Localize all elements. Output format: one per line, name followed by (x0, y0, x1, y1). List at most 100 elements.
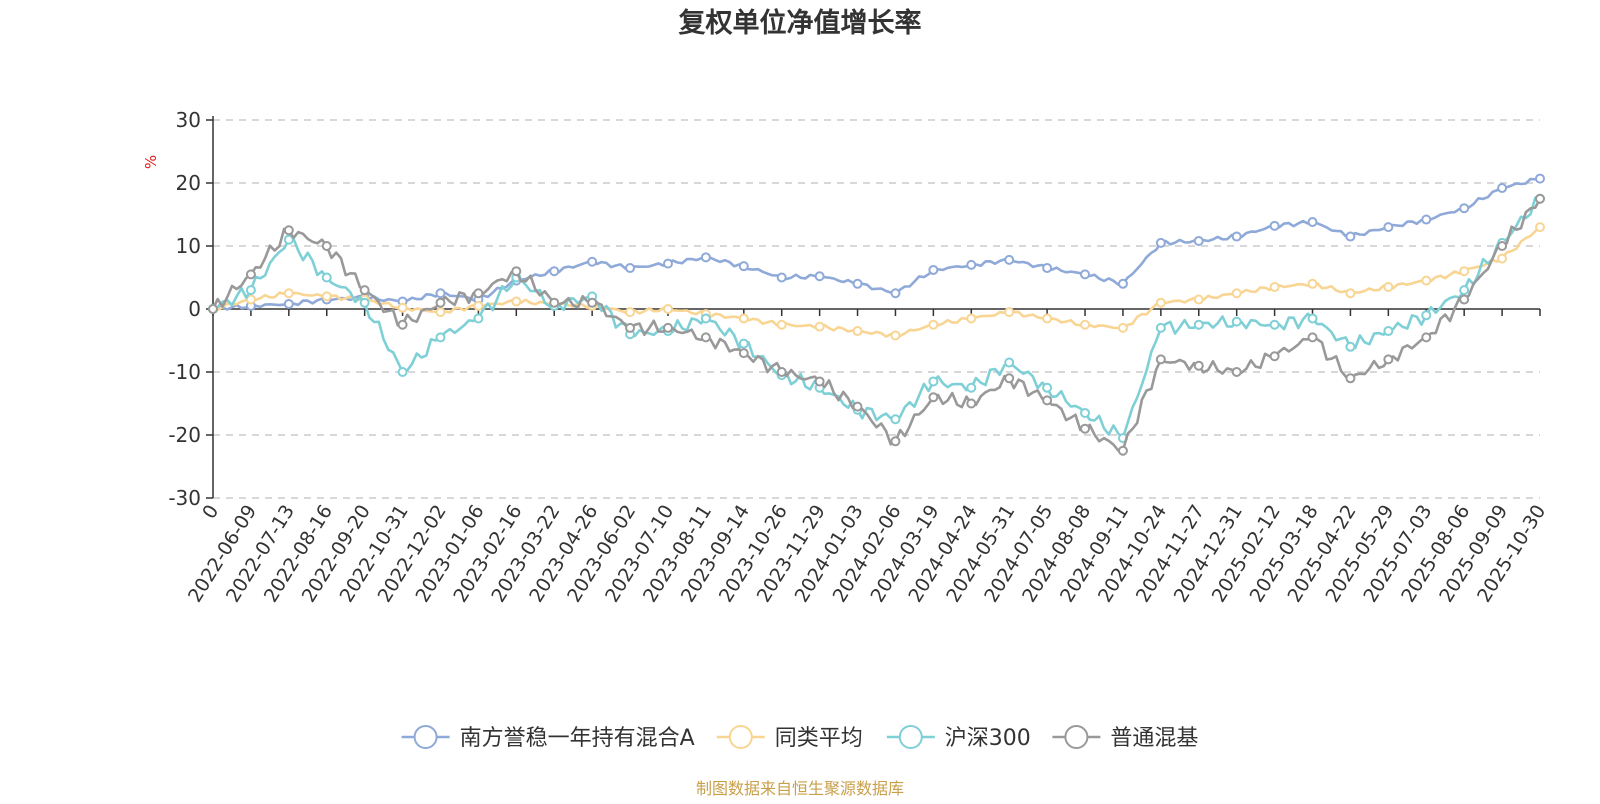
y-tick-label: 20 (176, 171, 201, 195)
data-point (1193, 294, 1204, 305)
data-point (1307, 332, 1318, 343)
data-point (662, 304, 673, 314)
data-point (890, 330, 901, 341)
legend-circle-marker (1064, 725, 1089, 749)
data-point (1383, 281, 1394, 292)
series-lines (208, 173, 1545, 456)
legend[interactable]: 南方誉稳一年持有混合A 同类平均 沪深300 普通混基 (401, 725, 1199, 751)
data-point (283, 298, 294, 309)
legend-item[interactable]: 沪深300 (886, 725, 1031, 751)
data-point (1459, 285, 1470, 296)
data-point (283, 225, 294, 236)
data-point (1042, 263, 1053, 274)
data-point (511, 266, 522, 277)
data-point (1497, 241, 1508, 251)
data-point (625, 263, 636, 274)
data-point (1193, 360, 1204, 371)
data-point (928, 319, 939, 330)
data-point (1307, 278, 1318, 289)
y-tick-label: 0 (188, 297, 201, 321)
data-point (321, 291, 332, 302)
data-point (1004, 357, 1015, 368)
data-point (738, 261, 749, 272)
series-line (211, 198, 1542, 453)
data-point (321, 272, 332, 283)
data-point (1459, 266, 1470, 277)
data-point (928, 392, 939, 403)
data-point (776, 367, 787, 377)
data-point (1042, 395, 1053, 406)
data-point (738, 348, 749, 359)
data-point (283, 288, 294, 299)
data-point (1345, 373, 1356, 384)
data-point (1117, 278, 1128, 289)
data-point (1269, 220, 1280, 231)
data-point (625, 307, 636, 318)
data-point (1421, 275, 1432, 286)
legend-label: 沪深300 (945, 726, 1031, 751)
legend-item[interactable]: 普通混基 (1052, 725, 1198, 751)
data-point (700, 313, 711, 324)
y-tick-label: 10 (176, 234, 201, 258)
data-point (511, 296, 522, 307)
data-point (890, 436, 901, 447)
data-point (1269, 281, 1280, 292)
legend-item[interactable]: 南方誉稳一年持有混合A (401, 725, 695, 751)
data-point (283, 234, 294, 245)
data-point (1383, 326, 1394, 337)
legend-circle-marker (413, 725, 438, 749)
data-point (814, 271, 825, 282)
data-point (700, 252, 711, 263)
data-point (1155, 322, 1166, 333)
chart-title: 复权单位净值增长率 (679, 7, 922, 39)
legend-circle-marker (898, 725, 923, 749)
data-point (1080, 319, 1091, 330)
y-tick-label: 30 (176, 108, 201, 132)
data-point (1307, 313, 1318, 324)
data-point (890, 288, 901, 299)
data-point (814, 321, 825, 332)
data-point (738, 338, 749, 349)
data-point (1421, 214, 1432, 225)
data-point (966, 398, 977, 409)
data-point (1193, 235, 1204, 246)
data-point (473, 300, 484, 311)
data-point (662, 258, 673, 269)
legend-label: 普通混基 (1110, 726, 1198, 751)
data-point (245, 285, 256, 296)
data-point (245, 294, 256, 305)
y-axis-unit-label: % (142, 155, 160, 169)
data-point (1080, 407, 1091, 418)
data-point (359, 285, 370, 296)
data-point (587, 297, 598, 308)
data-point (1345, 341, 1356, 352)
data-point (776, 272, 787, 283)
data-point (1459, 203, 1470, 214)
data-point (1155, 297, 1166, 308)
data-point (1117, 322, 1128, 333)
data-point (208, 304, 218, 314)
data-point (397, 319, 408, 330)
data-point (1080, 423, 1091, 434)
legend-item[interactable]: 同类平均 (716, 725, 863, 751)
data-point (1042, 313, 1053, 324)
data-point (397, 302, 408, 313)
data-point (966, 313, 977, 324)
data-point (1004, 307, 1015, 318)
y-tick-label: -30 (168, 486, 201, 510)
data-point (625, 322, 636, 333)
y-tick-label: -20 (168, 423, 201, 447)
data-point (852, 278, 863, 289)
series-line (212, 177, 1541, 311)
legend-label: 南方誉稳一年持有混合A (460, 726, 695, 751)
series-line (212, 226, 1541, 338)
series-line (212, 196, 1541, 440)
data-point (1004, 254, 1015, 265)
data-point (1497, 183, 1508, 194)
data-point (1383, 354, 1394, 365)
data-point (890, 414, 901, 425)
x-tick-label: 0 (198, 501, 223, 523)
data-point (245, 269, 256, 280)
data-point (1080, 269, 1091, 280)
grid-lines (213, 119, 1540, 499)
